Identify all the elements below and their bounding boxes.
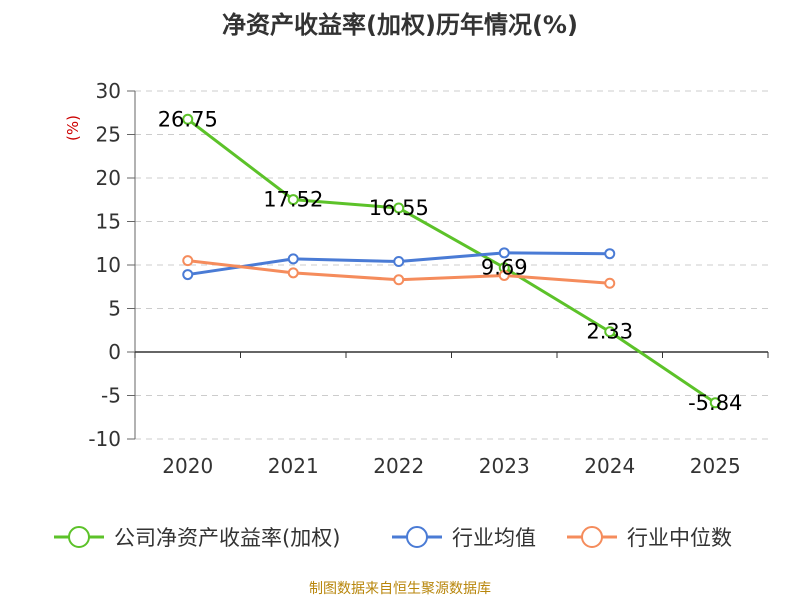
data-label: 26.75 [158,107,218,131]
data-point [393,274,405,286]
x-tick-label: 2025 [690,454,741,478]
y-tick-label: -5 [101,384,121,408]
y-tick-label: 15 [96,210,121,234]
legend-item[interactable]: 行业均值 [392,526,536,550]
data-label: 16.55 [369,196,429,220]
x-tick-label: 2024 [584,454,635,478]
y-tick-label: -10 [88,427,121,451]
legend[interactable]: 公司净资产收益率(加权) 行业均值 行业中位数 [54,526,732,550]
x-tick-label: 2020 [162,454,213,478]
data-point [604,326,616,338]
y-tick-label: 20 [96,166,121,190]
y-tick-label: 25 [96,123,121,147]
x-axis: 2020 2021 2022 2023 2024 2025 [134,351,769,478]
chart-title: 净资产收益率(加权)历年情况(%) [222,11,578,39]
legend-label: 行业均值 [452,526,536,550]
y-tick-label: 0 [108,340,121,364]
legend-item[interactable]: 行业中位数 [567,526,732,550]
y-tick-label: 30 [96,79,121,103]
y-tick-label: 10 [96,253,121,277]
data-point [287,267,299,279]
x-tick-label: 2022 [373,454,424,478]
data-point [498,247,510,259]
legend-label: 行业中位数 [627,526,732,550]
legend-label: 公司净资产收益率(加权) [114,526,340,550]
legend-item[interactable]: 公司净资产收益率(加权) [54,526,340,550]
x-tick-label: 2023 [479,454,530,478]
y-axis-ticks: 30 25 20 15 10 5 0 -5 -10 [88,79,136,451]
data-point [393,202,405,214]
data-point [604,277,616,289]
legend-marker-icon [406,526,428,548]
y-tick-label: 5 [108,297,121,321]
data-point [393,256,405,268]
data-label: 17.52 [263,188,323,212]
data-point [287,253,299,265]
data-point [182,269,194,281]
data-label: 9.69 [481,256,528,280]
data-point [604,248,616,260]
data-point [287,194,299,206]
legend-marker-icon [581,526,603,548]
data-point [709,397,721,409]
data-point [182,255,194,267]
legend-marker-icon [68,526,90,548]
data-point [498,269,510,281]
series-line-0 [186,118,717,405]
data-labels: 26.75 17.52 16.55 9.69 2.33 -5.84 [158,107,743,415]
data-label: -5.84 [688,391,742,415]
series-lines [182,113,721,409]
y-axis-unit: (%) [64,115,82,141]
data-source-note: 制图数据来自恒生聚源数据库 [309,581,491,597]
data-point [182,113,194,125]
x-tick-label: 2021 [268,454,319,478]
data-label: 2.33 [586,320,633,344]
